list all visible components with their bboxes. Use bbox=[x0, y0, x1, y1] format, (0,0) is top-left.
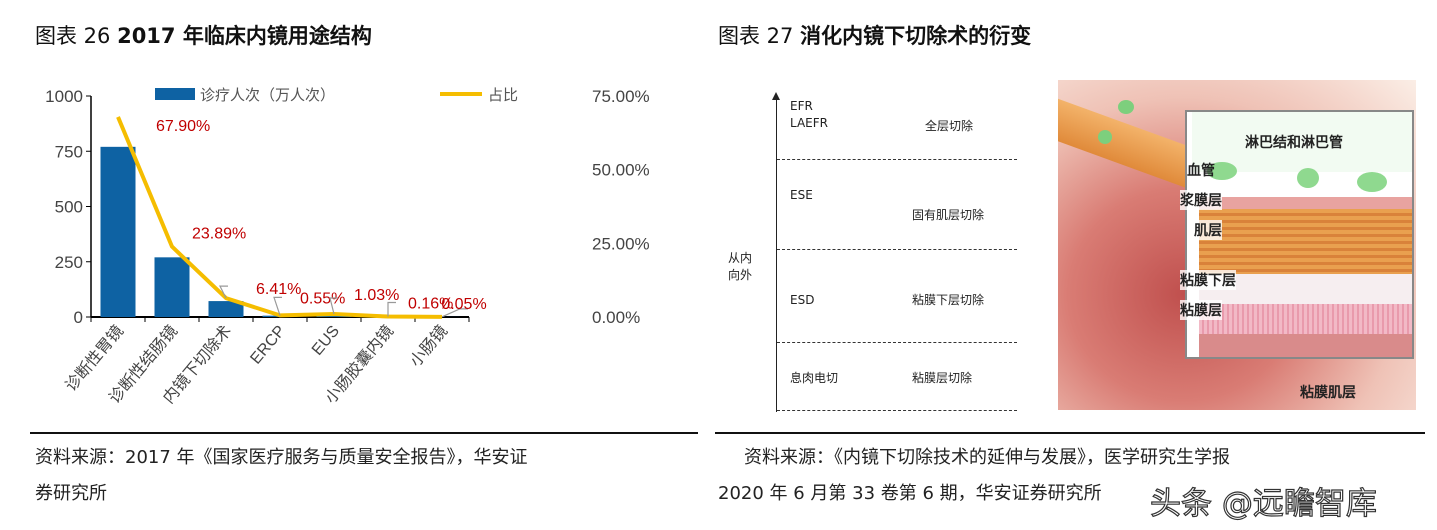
y-right-tick-label: 25.00% bbox=[592, 234, 650, 253]
y-right-tick-label: 75.00% bbox=[592, 87, 650, 106]
label-leader bbox=[441, 308, 468, 318]
bar bbox=[100, 146, 136, 317]
y-left-tick-label: 0 bbox=[74, 308, 83, 327]
y-right-tick-label: 50.00% bbox=[592, 161, 650, 180]
method-label: EFR LAEFR bbox=[790, 99, 828, 130]
illustration-label: 粘膜肌层 bbox=[1300, 385, 1356, 401]
data-label: 67.90% bbox=[156, 118, 210, 135]
label-leader bbox=[329, 297, 338, 315]
endoscopy-usage-chart: 0 250 500 750 1000 0.00% 25.00% 50.00% 75.00% 67.… bbox=[45, 87, 650, 407]
right-figure-title: 图表 27 消化内镜下切除术的衍变 bbox=[718, 20, 1031, 50]
divider bbox=[30, 432, 698, 434]
figure-title-text: 消化内镜下切除术的衍变 bbox=[800, 24, 1032, 48]
bar bbox=[154, 257, 190, 317]
method-label: ESD bbox=[790, 293, 815, 307]
x-category-label: 小肠镜 bbox=[406, 321, 451, 370]
scope-label: 粘膜下层切除 bbox=[912, 293, 985, 307]
illustration-label: 肌层 bbox=[1194, 220, 1222, 240]
figure-title-text: 2017 年临床内镜用途结构 bbox=[117, 24, 372, 48]
data-label: 0.05% bbox=[441, 296, 486, 313]
figure-number: 图表 26 bbox=[35, 24, 118, 48]
x-category-label: EUS bbox=[309, 323, 343, 359]
watermark: 头条 @远瞻智库 bbox=[1149, 485, 1377, 522]
illustration-label: 粘膜层 bbox=[1180, 300, 1222, 320]
label-leader bbox=[387, 301, 396, 317]
data-label: 0.16% bbox=[408, 296, 453, 313]
method-label: 息肉电切 bbox=[790, 371, 839, 385]
divider bbox=[777, 249, 1017, 250]
divider bbox=[777, 410, 1017, 411]
vertical-axis bbox=[776, 96, 777, 412]
legend-label-line: 占比 bbox=[488, 87, 518, 104]
x-category-label: ERCP bbox=[247, 323, 289, 368]
legend-swatch-bars bbox=[155, 88, 195, 100]
label-leader bbox=[273, 296, 282, 316]
data-label: 1.03% bbox=[354, 287, 399, 304]
data-label: 23.89% bbox=[192, 226, 246, 243]
figure-number: 图表 27 bbox=[718, 24, 801, 48]
tissue-layers-inset bbox=[1185, 110, 1414, 359]
y-left-tick-label: 250 bbox=[55, 253, 83, 272]
scope-label: 全层切除 bbox=[925, 119, 974, 133]
scope-label: 粘膜层切除 bbox=[912, 371, 973, 385]
illustration-label: 浆膜层 bbox=[1180, 190, 1222, 210]
divider bbox=[777, 159, 1017, 160]
illustration-label: 淋巴结和淋巴管 bbox=[1245, 135, 1343, 151]
divider bbox=[777, 342, 1017, 343]
right-source-note: 资料来源：《内镜下切除技术的延伸与发展》，医学研究生学报 2020 年 6 月第 … bbox=[718, 447, 1230, 504]
left-source-note: 资料来源：2017 年《国家医疗服务与质量安全报告》，华安证 券研究所 bbox=[35, 447, 528, 504]
divider bbox=[715, 432, 1425, 434]
y-left-tick-label: 1000 bbox=[45, 87, 83, 106]
y-left-tick-label: 500 bbox=[55, 198, 83, 217]
data-label: 0.55% bbox=[300, 290, 345, 307]
illustration-label: 血管 bbox=[1187, 163, 1215, 179]
data-label: 6.41% bbox=[256, 281, 301, 298]
method-label: ESE bbox=[790, 188, 813, 202]
scope-label: 固有肌层切除 bbox=[912, 208, 985, 222]
left-figure-title: 图表 26 2017 年临床内镜用途结构 bbox=[35, 20, 372, 50]
arrow-up-icon bbox=[772, 92, 780, 100]
y-right-tick-label: 0.00% bbox=[592, 308, 640, 327]
label-leader bbox=[219, 285, 228, 299]
bar bbox=[208, 301, 244, 317]
illustration-label: 粘膜下层 bbox=[1180, 270, 1236, 290]
y-left-tick-label: 750 bbox=[55, 142, 83, 161]
legend-label-bars: 诊疗人次（万人次） bbox=[200, 87, 335, 104]
axis-label: 从内 向外 bbox=[728, 251, 753, 282]
